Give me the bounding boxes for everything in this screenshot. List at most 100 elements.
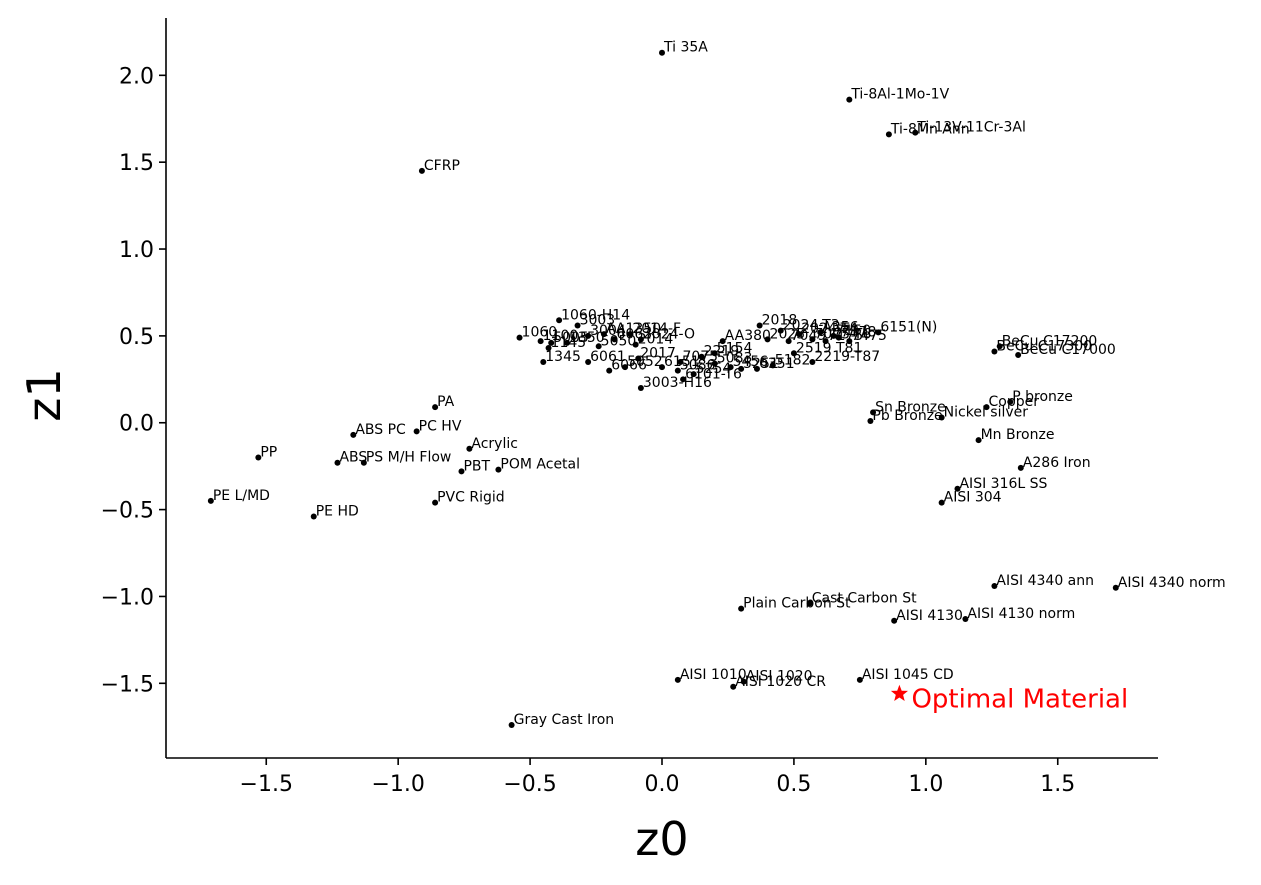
data-point (611, 336, 618, 343)
data-point (1007, 398, 1014, 405)
data-point (753, 365, 760, 372)
data-point (822, 338, 829, 345)
point-label: 2025 (770, 326, 806, 342)
data-point (690, 371, 697, 378)
point-label: AISI 1020 CR (735, 674, 826, 690)
point-label: AISI 4340 ann (996, 573, 1094, 589)
point-label: BeCu C17200 (1002, 333, 1098, 349)
point-label: BeCu C17000 (1020, 342, 1116, 358)
point-label: AISI 4130 (896, 608, 963, 624)
data-point (809, 336, 816, 343)
data-point (856, 676, 863, 683)
y-axis-label: z1 (17, 368, 71, 421)
point-label: 5005 (553, 330, 589, 346)
point-label: 7075-T6 (814, 326, 871, 342)
data-point (830, 332, 837, 339)
point-label: 2018 (762, 312, 798, 328)
data-point (983, 404, 990, 411)
data-point (516, 334, 523, 341)
point-label: 7178 (841, 325, 877, 341)
point-label: Sn Bronze (875, 399, 946, 415)
data-point (545, 345, 552, 352)
point-label: 5083 (717, 351, 753, 367)
y-tick-label: 1.0 (119, 238, 154, 263)
data-point (711, 350, 718, 357)
point-label: AISI 4130 norm (967, 606, 1075, 622)
data-point (764, 336, 771, 343)
data-point (207, 497, 214, 504)
point-label: P bronze (1012, 389, 1073, 405)
data-point (574, 322, 581, 329)
point-label: 3003-H16 (643, 375, 712, 391)
data-point (1017, 464, 1024, 471)
point-label: 5050 (601, 333, 637, 349)
data-point (719, 338, 726, 345)
data-point (585, 332, 592, 339)
y-tick-label: −1.0 (101, 585, 154, 610)
point-label: PVC Rigid (437, 490, 505, 506)
point-label: ABS PC (355, 422, 406, 438)
x-axis-label: z0 (635, 812, 688, 866)
point-label: AISI 316L SS (959, 476, 1047, 492)
data-point (674, 367, 681, 374)
y-tick-label: 2.0 (119, 64, 154, 89)
point-label: Acrylic (471, 436, 518, 452)
point-label: 1060 (522, 325, 558, 341)
data-point (975, 437, 982, 444)
data-point (564, 339, 571, 346)
data-point (991, 348, 998, 355)
point-label: 2519 T81 (796, 340, 862, 356)
point-label: 6151(N) (880, 319, 937, 335)
point-label: 2017 (640, 345, 676, 361)
point-label: ABS (339, 450, 367, 466)
point-label: AISI 4340 norm (1118, 575, 1226, 591)
data-point (938, 414, 945, 421)
data-point (540, 358, 547, 365)
data-point (556, 317, 563, 324)
data-point (606, 367, 613, 374)
data-point (595, 343, 602, 350)
point-label: PE HD (316, 504, 359, 520)
x-tick-label: −1.5 (240, 772, 293, 797)
data-point (680, 376, 687, 383)
x-tick-label: 1.5 (1040, 772, 1075, 797)
point-label: 5254 (696, 361, 732, 377)
y-tick-label: 1.5 (119, 151, 154, 176)
data-point (548, 339, 555, 346)
point-label: CFRP (424, 158, 460, 174)
point-label: AA1350 (606, 321, 661, 337)
data-point (637, 385, 644, 391)
data-point (508, 721, 515, 728)
data-point (585, 358, 592, 365)
data-point (867, 418, 874, 425)
point-label: 2024-T3 (783, 318, 840, 334)
data-point (796, 331, 803, 338)
point-label: Pb Bronze (872, 408, 942, 424)
point-label: 6066 (611, 358, 647, 374)
data-point (846, 338, 853, 345)
data-point (962, 616, 969, 623)
point-label: A286 Iron (1023, 455, 1091, 471)
data-point (677, 358, 684, 365)
point-label: PA (437, 394, 455, 410)
data-point (885, 131, 892, 138)
point-label: 2024-O (643, 326, 695, 342)
optimal-marker-group: Optimal Material (890, 684, 1128, 715)
y-tick-label: 0.0 (119, 412, 154, 437)
data-point (632, 341, 639, 348)
point-label: Copper (989, 394, 1040, 410)
data-point (991, 583, 998, 590)
point-label: 6151 (664, 354, 700, 370)
point-label: Plain Carbon St (743, 596, 851, 612)
point-label: Ti-8Mn Ann (890, 121, 970, 137)
data-point (938, 499, 945, 506)
point-label: POM Acetal (500, 457, 580, 473)
point-label: 6061 (590, 349, 626, 365)
optimal-star-marker (890, 684, 908, 701)
data-point (698, 353, 705, 360)
point-label: Ti 35A (663, 40, 708, 56)
point-label: 6351 (759, 356, 795, 372)
point-label: Ti-8Al-1Mo-1V (850, 87, 949, 103)
point-label: 3004 (590, 323, 626, 339)
